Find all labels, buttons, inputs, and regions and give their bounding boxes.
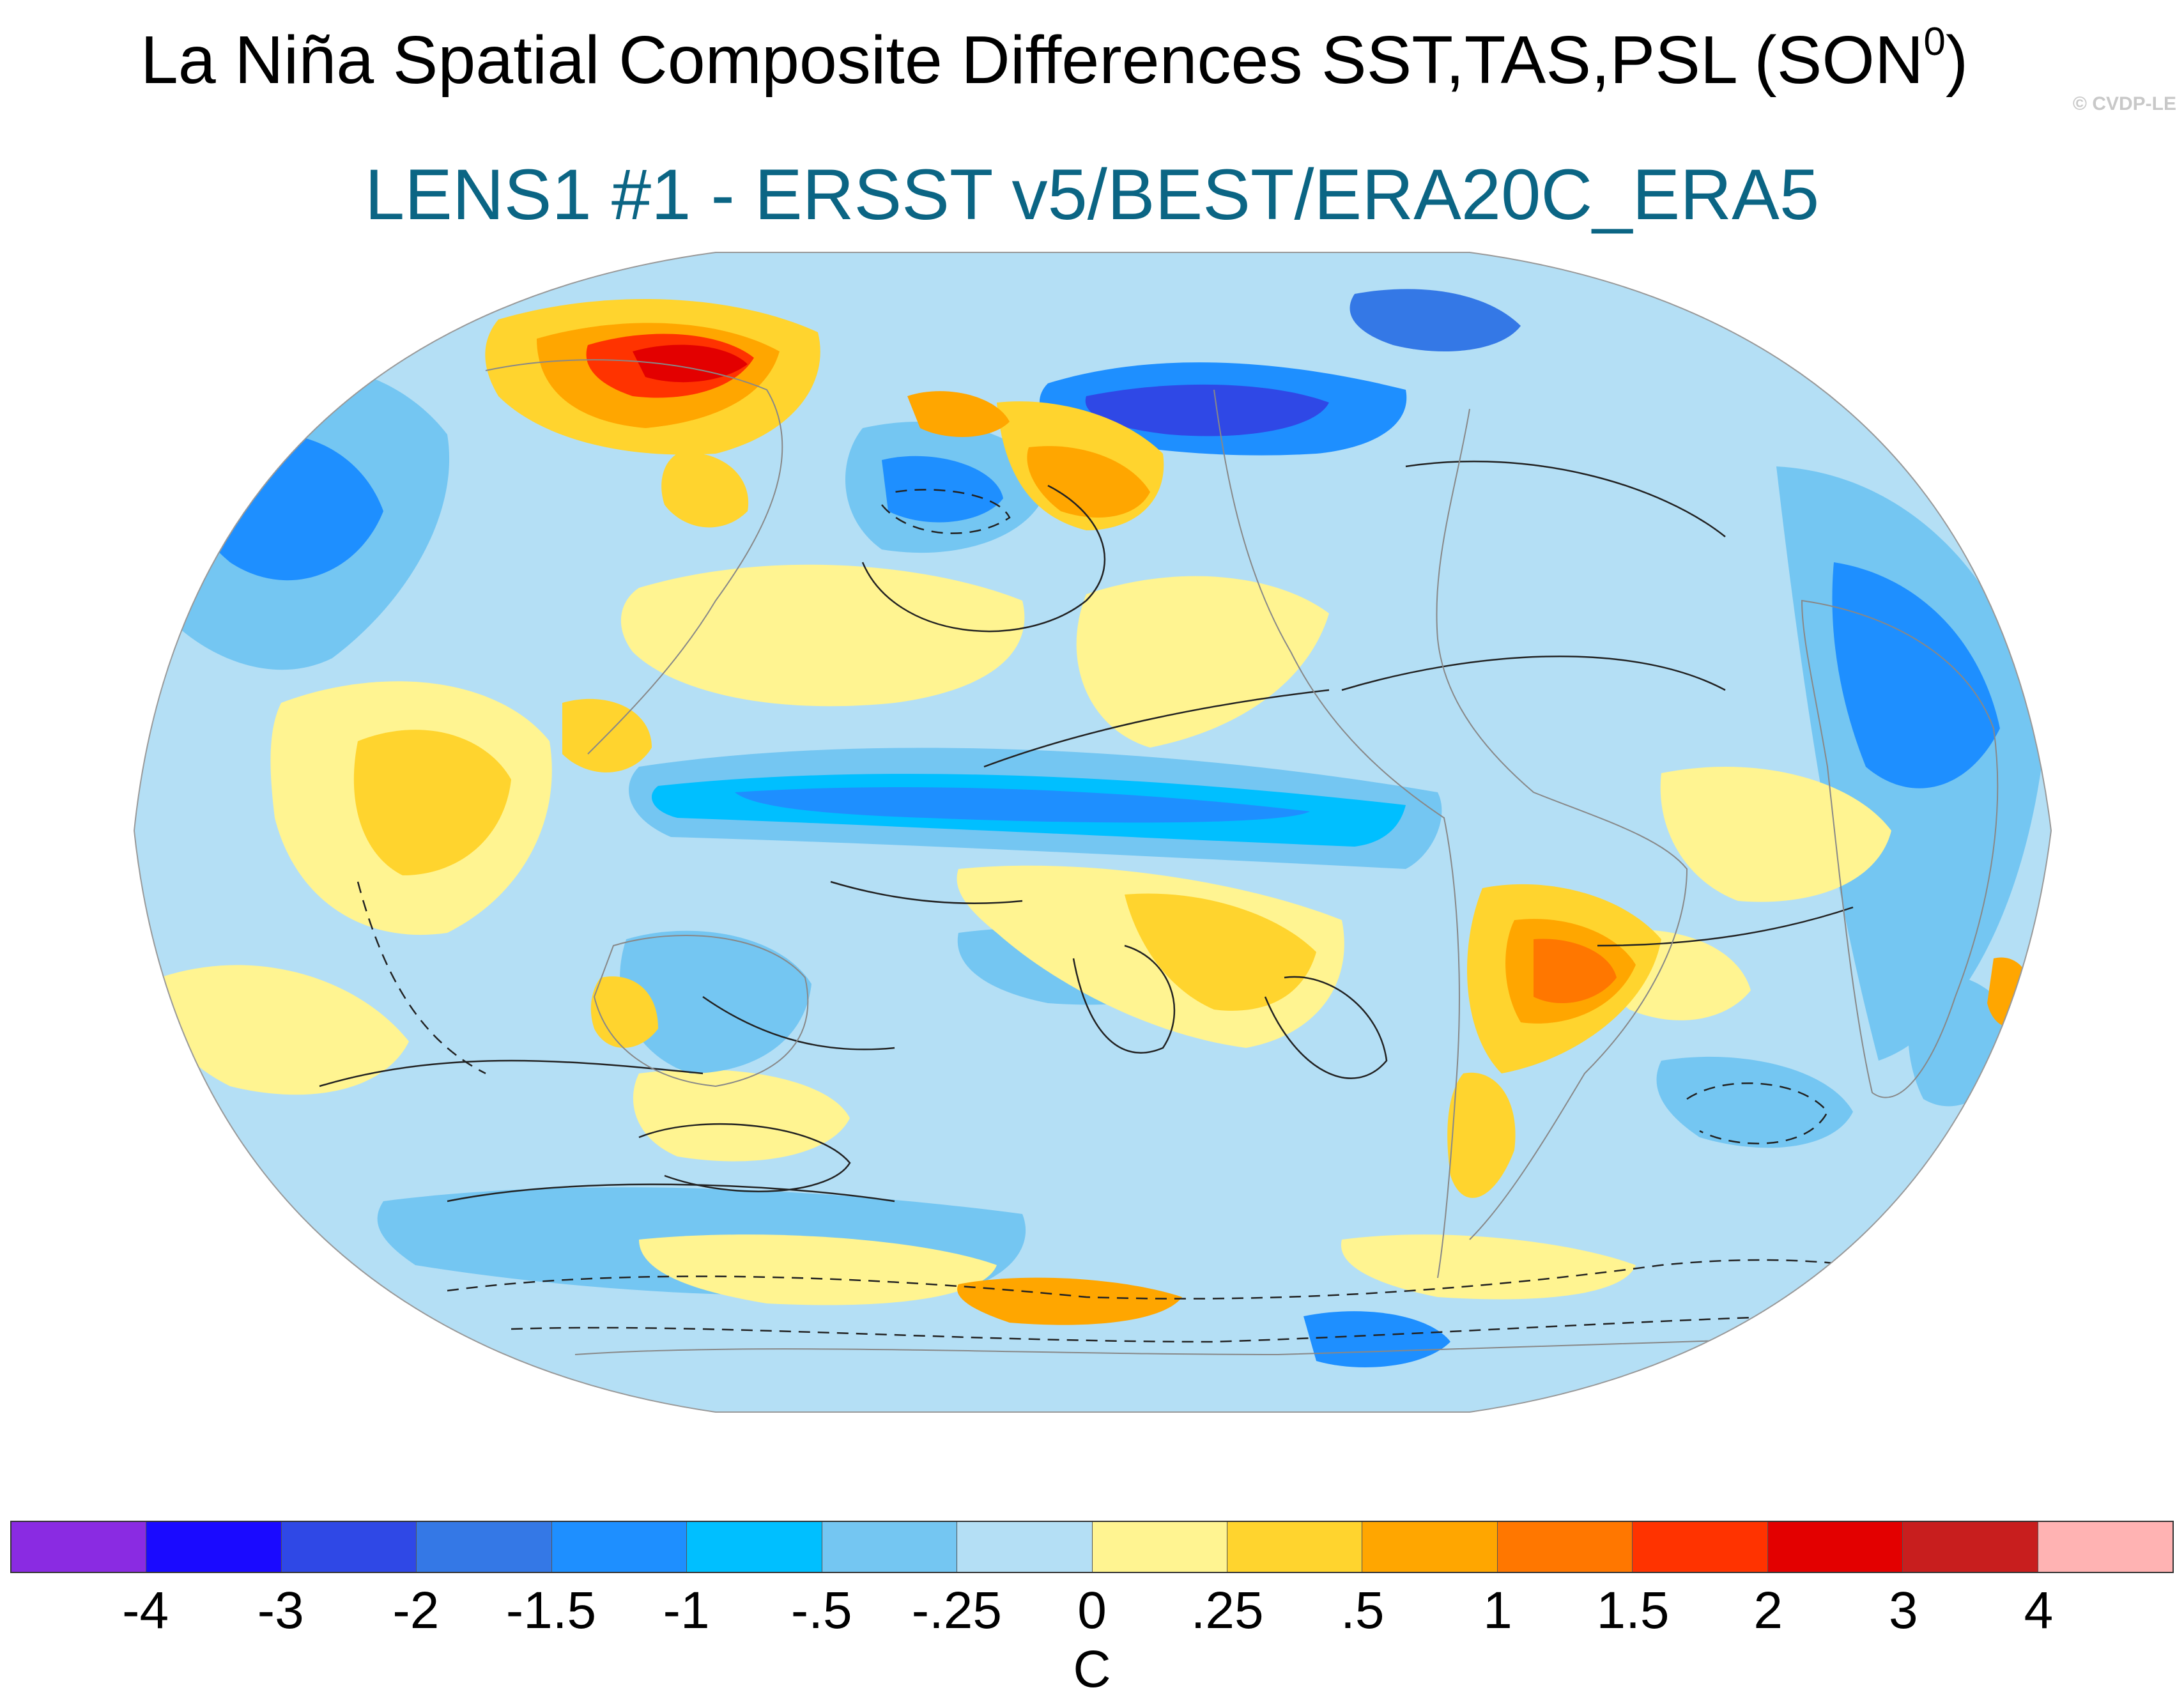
colorbar-tick-label: -.25 <box>911 1581 1003 1640</box>
colorbar-tick-label: -2 <box>392 1581 440 1640</box>
composite-map <box>133 252 2052 1413</box>
field-patch <box>620 564 1025 707</box>
colorbar-swatch <box>2038 1522 2172 1572</box>
watermark: © CVDP-LE <box>2072 93 2176 114</box>
contour-line-dashed <box>881 489 1011 534</box>
colorbar <box>10 1521 2174 1573</box>
colorbar-tick-label: .5 <box>1341 1581 1385 1640</box>
contour-line-dashed <box>1686 1082 1829 1144</box>
colorbar-tick-label: -1 <box>663 1581 710 1640</box>
field-patch <box>633 344 748 383</box>
field-patch <box>1125 893 1316 1011</box>
colorbar-swatch <box>957 1522 1093 1572</box>
field-patch <box>882 456 1003 523</box>
colorbar-swatch <box>1767 1522 1903 1572</box>
colorbar-swatch <box>281 1522 417 1572</box>
contour-line <box>638 1123 851 1192</box>
title-text: La Niña Spatial Composite Differences SS… <box>140 22 1924 98</box>
colorbar-tick-label: 3 <box>1888 1581 1918 1640</box>
field-patch <box>957 1277 1182 1325</box>
field-patch <box>1027 446 1150 518</box>
contour-line <box>1597 906 1854 947</box>
contour-line <box>830 880 1023 904</box>
field-patch <box>1303 1311 1450 1367</box>
map-field-layer <box>134 252 2051 1412</box>
colorbar-swatch <box>146 1522 282 1572</box>
colorbar-swatch <box>1497 1522 1633 1572</box>
colorbar-swatch <box>687 1522 822 1572</box>
colorbar-swatch <box>1633 1522 1768 1572</box>
contour-line <box>1341 655 1726 691</box>
field-patch <box>1341 1234 1636 1300</box>
field-patch <box>562 698 652 772</box>
field-patch <box>1076 576 1329 748</box>
colorbar-swatch <box>1092 1522 1227 1572</box>
colorbar-tick-label: -1.5 <box>505 1581 597 1640</box>
colorbar-swatch <box>417 1522 552 1572</box>
field-patch <box>907 391 1010 437</box>
contour-line <box>983 689 1330 768</box>
contour-line <box>702 995 895 1050</box>
contour-line <box>1072 944 1176 1054</box>
field-patch <box>1987 957 2033 1027</box>
coastline-americas-east <box>1436 408 1688 1240</box>
colorbar-swatch <box>12 1522 147 1572</box>
coastline-americas <box>1213 389 1460 1279</box>
field-patch <box>633 1069 850 1162</box>
field-patch <box>1660 767 1891 902</box>
colorbar-tick-label: 2 <box>1753 1581 1783 1640</box>
field-patch <box>590 976 658 1048</box>
field-patch <box>1534 939 1617 1003</box>
colorbar-tick-label: -4 <box>122 1581 169 1640</box>
chart-subtitle: LENS1 #1 - ERSST v5/BEST/ERA20C_ERA5 <box>364 155 1820 234</box>
chart-title: La Niña Spatial Composite Differences SS… <box>0 19 2109 99</box>
field-patch <box>661 452 749 528</box>
contour-line <box>1264 976 1388 1079</box>
field-patch <box>1085 384 1329 436</box>
colorbar-labels: -4 -3 -2 -1.5 -1 -.5 -.25 0 .25 .5 1 1.5 2 3 4 <box>10 1581 2174 1645</box>
field-patch <box>353 730 511 875</box>
colorbar-swatch <box>1362 1522 1498 1572</box>
contour-line-dashed <box>447 1259 1949 1300</box>
field-patch <box>1447 1072 1516 1198</box>
colorbar-swatch <box>822 1522 958 1572</box>
field-patch <box>1350 289 1521 351</box>
colorbar-tick-label: 0 <box>1077 1581 1107 1640</box>
colorbar-swatch <box>1903 1522 2038 1572</box>
field-patch <box>1656 1056 1853 1148</box>
colorbar-tick-label: 1 <box>1483 1581 1512 1640</box>
contour-line <box>447 1183 895 1203</box>
colorbar-tick-label: 4 <box>2024 1581 2054 1640</box>
coastline-australia <box>593 935 809 1087</box>
title-superscript: 0 <box>1923 20 1946 64</box>
coastline-eurasia <box>485 359 783 755</box>
colorbar-tick-label: -3 <box>257 1581 304 1640</box>
contour-line <box>861 484 1106 633</box>
colorbar-units: C <box>1073 1640 1111 1698</box>
field-patch <box>158 965 409 1095</box>
colorbar-tick-label: 1.5 <box>1596 1581 1670 1640</box>
colorbar-tick-label: -.5 <box>790 1581 852 1640</box>
colorbar-tick-label: .25 <box>1190 1581 1264 1640</box>
map-border <box>133 252 2052 1413</box>
contour-line <box>319 1059 704 1087</box>
contour-line-dashed <box>511 1315 1790 1343</box>
colorbar-swatch <box>551 1522 688 1572</box>
field-patch <box>639 1234 997 1305</box>
field-patch <box>735 787 1310 823</box>
field-patch <box>620 930 811 1073</box>
psl-contours-negative <box>357 489 1949 1343</box>
coastline-africa <box>1801 599 1999 1098</box>
colorbar-swatch <box>1227 1522 1363 1572</box>
title-closing: ) <box>1945 22 1969 98</box>
